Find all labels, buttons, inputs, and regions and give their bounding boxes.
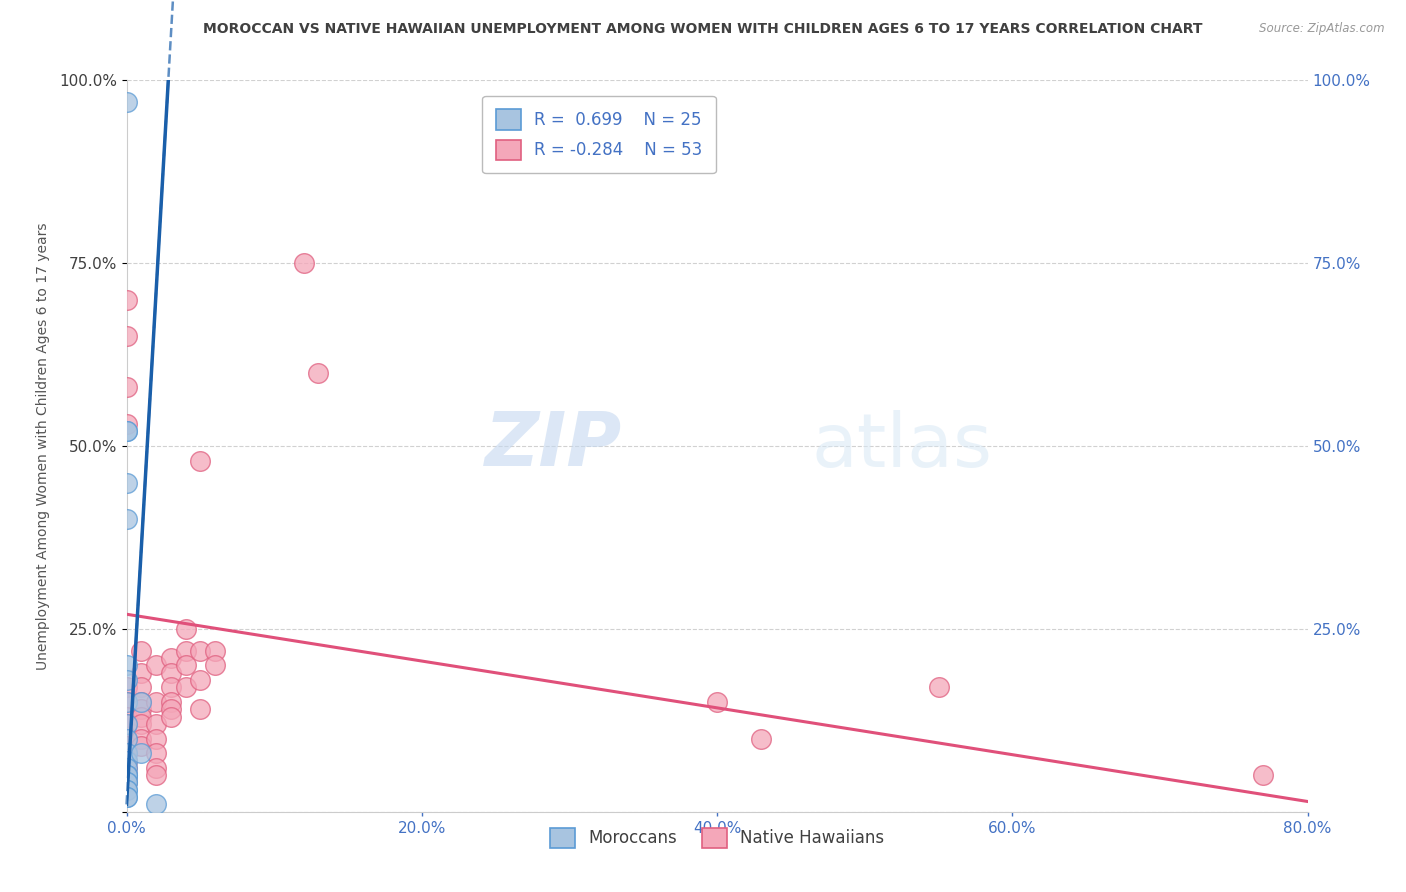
Point [129, 739, 153, 753]
Point [129, 681, 153, 695]
Point [115, 768, 138, 782]
Point [145, 717, 167, 731]
Point [115, 425, 138, 439]
Point [115, 782, 138, 797]
Point [115, 775, 138, 789]
Point [115, 717, 138, 731]
Point [160, 702, 183, 716]
Point [129, 746, 153, 760]
Point [129, 702, 153, 716]
Point [115, 761, 138, 775]
Point [129, 695, 153, 709]
Point [115, 790, 138, 805]
Text: atlas: atlas [811, 409, 993, 483]
Point [188, 702, 212, 716]
Point [160, 665, 183, 680]
Point [129, 709, 153, 723]
Point [115, 731, 138, 746]
Point [115, 293, 138, 307]
Point [145, 768, 167, 782]
Point [115, 475, 138, 490]
Point [115, 739, 138, 753]
Point [1253, 768, 1275, 782]
Point [174, 644, 197, 658]
Point [145, 797, 167, 812]
Point [160, 695, 183, 709]
Point [174, 622, 197, 636]
Point [115, 754, 138, 768]
Point [115, 746, 138, 760]
Point [160, 709, 183, 723]
Point [115, 746, 138, 760]
Point [292, 256, 315, 270]
Point [308, 366, 330, 380]
Point [115, 768, 138, 782]
Point [115, 768, 138, 782]
Point [706, 695, 728, 709]
Point [115, 512, 138, 526]
Point [115, 658, 138, 673]
Point [115, 775, 138, 789]
Point [145, 695, 167, 709]
Point [115, 417, 138, 431]
Point [115, 768, 138, 782]
Point [751, 731, 773, 746]
Point [115, 731, 138, 746]
Point [115, 695, 138, 709]
Point [145, 746, 167, 760]
Point [115, 754, 138, 768]
Point [174, 658, 197, 673]
Point [115, 95, 138, 110]
Point [129, 665, 153, 680]
Point [204, 644, 226, 658]
Point [115, 681, 138, 695]
Legend: Moroccans, Native Hawaiians: Moroccans, Native Hawaiians [543, 821, 891, 855]
Point [188, 644, 212, 658]
Point [145, 761, 167, 775]
Point [174, 681, 197, 695]
Point [129, 717, 153, 731]
Y-axis label: Unemployment Among Women with Children Ages 6 to 17 years: Unemployment Among Women with Children A… [37, 222, 51, 670]
Point [115, 695, 138, 709]
Point [115, 761, 138, 775]
Point [115, 380, 138, 394]
Point [160, 651, 183, 665]
Point [115, 673, 138, 687]
Point [160, 681, 183, 695]
Point [188, 453, 212, 467]
Point [129, 731, 153, 746]
Text: ZIP: ZIP [485, 409, 623, 483]
Point [115, 709, 138, 723]
Point [204, 658, 226, 673]
Text: MOROCCAN VS NATIVE HAWAIIAN UNEMPLOYMENT AMONG WOMEN WITH CHILDREN AGES 6 TO 17 : MOROCCAN VS NATIVE HAWAIIAN UNEMPLOYMENT… [204, 22, 1202, 37]
Point [145, 731, 167, 746]
Point [115, 775, 138, 789]
Point [145, 658, 167, 673]
Point [188, 673, 212, 687]
Point [129, 695, 153, 709]
Point [115, 782, 138, 797]
Point [129, 644, 153, 658]
Point [115, 425, 138, 439]
Point [928, 681, 950, 695]
Point [115, 790, 138, 805]
Point [115, 329, 138, 343]
Text: Source: ZipAtlas.com: Source: ZipAtlas.com [1260, 22, 1385, 36]
Point [115, 717, 138, 731]
